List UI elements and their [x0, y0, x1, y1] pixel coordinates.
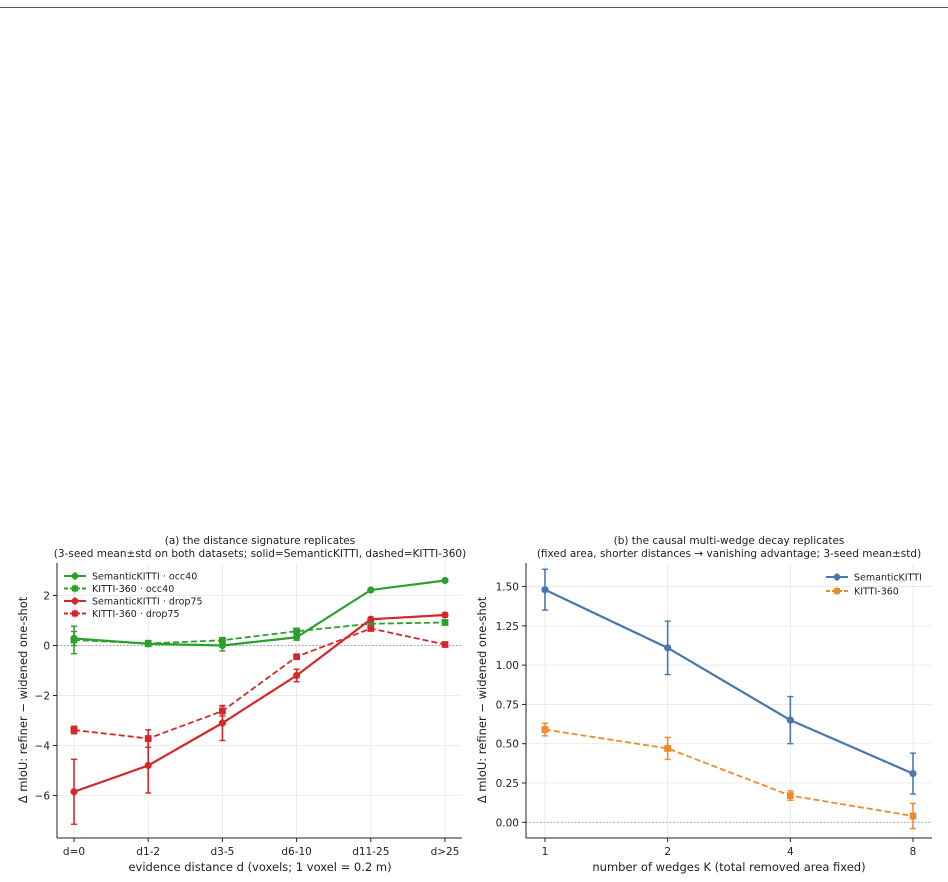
data-point [441, 619, 449, 626]
data-point [218, 641, 226, 650]
data-point [786, 792, 794, 799]
series-line [544, 728, 914, 817]
y-tick-label: 1.00 [496, 660, 519, 672]
legend-entry-label: KITTI-360 · occ40 [92, 584, 174, 595]
x-tick-label: d1-2 [136, 846, 160, 858]
y-tick-label: 0.00 [496, 817, 519, 829]
data-point [909, 769, 917, 778]
series-line [73, 621, 446, 645]
legend-entry-label: SemanticKITTI · drop75 [92, 597, 203, 608]
y-tick-label: 0.50 [496, 739, 519, 751]
data-point [144, 761, 152, 770]
x-tick-label: 4 [787, 846, 794, 858]
data-point [144, 640, 152, 647]
data-point [367, 625, 375, 632]
y-tick-label: −2 [35, 691, 50, 703]
x-tick-label: 1 [542, 846, 549, 858]
y-tick-label: 0.75 [496, 699, 519, 711]
series-1 [70, 619, 449, 655]
legend-swatch-marker [71, 597, 79, 605]
x-tick-label: d11-25 [352, 846, 389, 858]
panel-b-title: (b) the causal multi-wedge decay replica… [614, 535, 845, 547]
panel-a-plot-area: −6 −4 −2 0 2 d=0 d1-2 d3-5 d6-10 d11-25 d>25 Semant… [35, 563, 462, 858]
legend-entry-label: SemanticKITTI · occ40 [92, 572, 197, 583]
series-0 [541, 568, 917, 795]
data-point [441, 611, 449, 619]
panel-a-subtitle: (3-seed mean±std on both datasets; solid… [54, 548, 466, 560]
data-point [293, 633, 301, 641]
x-tick-label: d>25 [431, 846, 460, 858]
panel-b: (b) the causal multi-wedge decay replica… [475, 535, 932, 874]
data-point [441, 641, 449, 648]
panel-b-subtitle: (fixed area, shorter distances → vanishi… [537, 548, 921, 560]
legend-swatch-marker [834, 588, 840, 594]
data-point [70, 636, 78, 644]
data-point [218, 719, 226, 727]
data-point [786, 716, 794, 724]
panel-a: (a) the distance signature replicates (3… [16, 535, 466, 874]
panel-a-ylabel: Δ mIoU: refiner − widened one-shot [16, 596, 30, 803]
panel-b-ylabel: Δ mIoU: refiner − widened one-shot [475, 596, 489, 803]
y-tick-label: 1.25 [496, 621, 519, 633]
panel-a-xlabel: evidence distance d (voxels; 1 voxel = 0… [128, 860, 391, 874]
x-tick-label: 8 [910, 846, 917, 858]
y-tick-label: 0 [43, 641, 50, 653]
x-tick-label: d=0 [63, 846, 85, 858]
data-point [541, 586, 549, 594]
data-point [441, 576, 449, 585]
y-tick-label: −4 [35, 741, 51, 753]
panel-b-plot-area: 0.00 0.25 0.50 0.75 1.00 1.25 1.50 1 2 4 8 Semantic… [496, 563, 932, 858]
series-line [73, 613, 446, 793]
data-point [219, 636, 226, 644]
data-point [367, 620, 375, 628]
panel-b-xlabel: number of wedges K (total removed area f… [592, 860, 865, 874]
panel-a-title: (a) the distance signature replicates [165, 535, 355, 547]
y-tick-label: 2 [43, 591, 50, 603]
legend-swatch-marker [72, 585, 78, 592]
series-line [73, 627, 446, 740]
data-point [144, 735, 152, 742]
data-point [293, 671, 301, 680]
y-tick-label: 1.50 [496, 582, 519, 594]
x-tick-label: d3-5 [210, 846, 234, 858]
data-point [293, 627, 300, 635]
x-tick-label: d6-10 [281, 846, 312, 858]
legend-entry-label: SemanticKITTI [854, 573, 922, 584]
series-1 [541, 722, 917, 830]
data-point [219, 707, 226, 715]
data-point [70, 788, 78, 796]
data-point [367, 586, 375, 594]
series-line [544, 588, 914, 775]
y-tick-label: 0.25 [496, 778, 519, 790]
legend: SemanticKITTI KITTI-360 [826, 573, 922, 598]
legend-entry-label: KITTI-360 · drop75 [92, 609, 180, 620]
legend-swatch-marker [71, 572, 79, 580]
data-point [293, 653, 300, 661]
top-border-line [0, 7, 948, 8]
legend-swatch-marker [72, 610, 78, 617]
data-point [541, 726, 549, 733]
x-tick-label: 2 [664, 846, 671, 858]
data-point [664, 745, 672, 752]
data-point [909, 812, 917, 820]
legend-entry-label: KITTI-360 [854, 587, 899, 598]
data-point [367, 615, 375, 623]
series-3 [70, 625, 449, 748]
legend-swatch-marker [833, 573, 841, 581]
series-line [73, 579, 446, 647]
y-tick-label: −6 [35, 791, 51, 803]
data-point [664, 644, 672, 652]
data-point [70, 726, 78, 734]
